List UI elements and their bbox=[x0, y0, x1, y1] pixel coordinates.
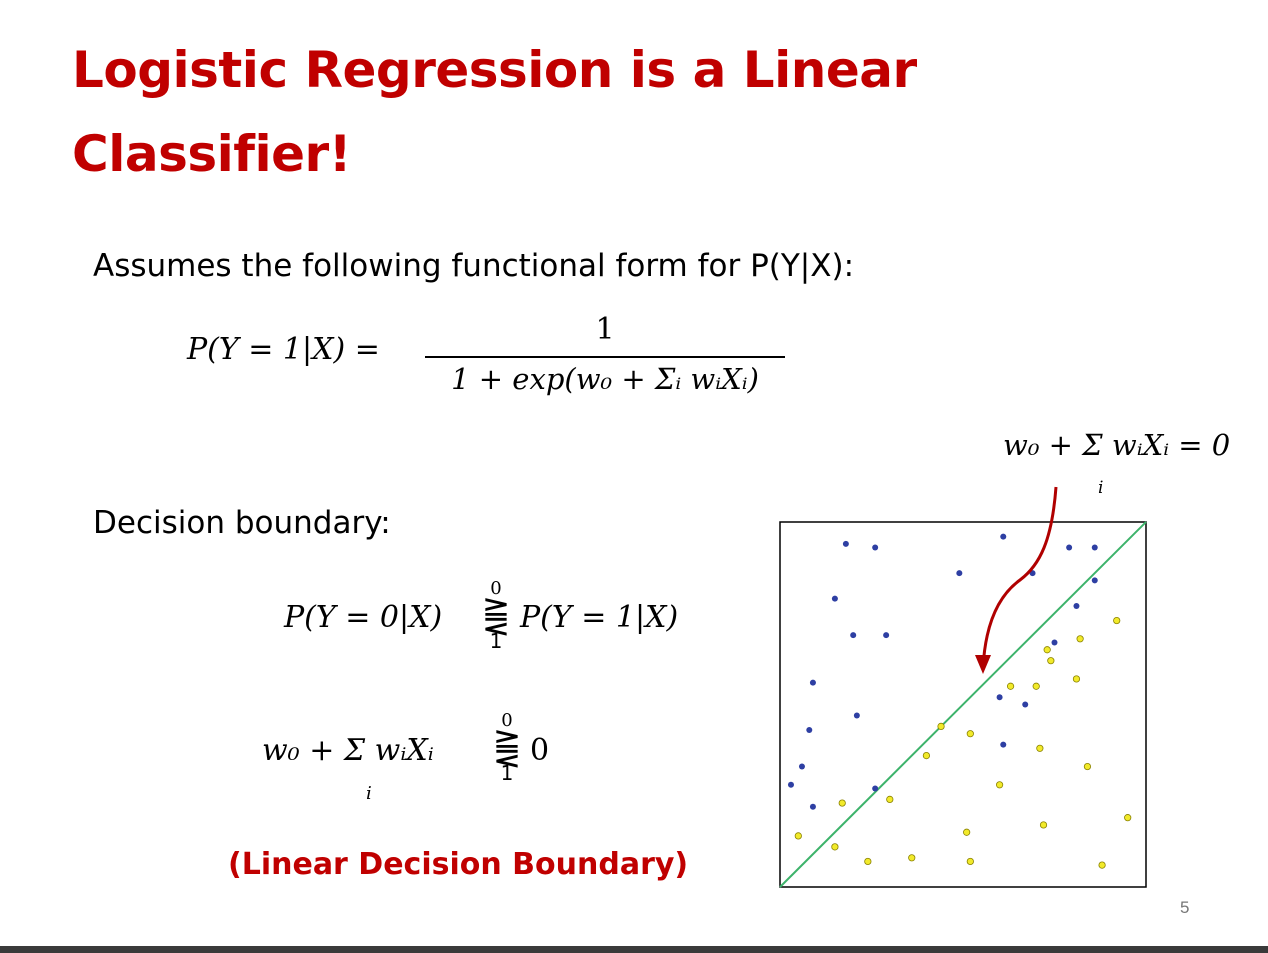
ineq2-rhs: 0 bbox=[530, 733, 550, 768]
blue-point bbox=[872, 785, 879, 792]
ineq2-symbol: ⪌ bbox=[492, 726, 522, 766]
blue-point bbox=[1022, 701, 1029, 708]
yellow-point bbox=[966, 857, 974, 866]
formula-lhs: P(Y = 1|X) = bbox=[187, 332, 380, 367]
slide-title-line2: Classifier! bbox=[72, 125, 352, 183]
blue-point bbox=[831, 595, 838, 602]
page-number: 5 bbox=[1180, 898, 1190, 917]
yellow-point bbox=[1113, 616, 1121, 625]
blue-point bbox=[1066, 544, 1073, 551]
boundary-equation: w₀ + Σ wᵢXᵢ = 0 bbox=[1003, 428, 1231, 462]
formula-denominator: 1 + exp(w₀ + Σᵢ wᵢXᵢ) bbox=[451, 362, 759, 396]
yellow-point bbox=[966, 730, 974, 738]
yellow-point bbox=[1047, 657, 1055, 665]
blue-point bbox=[806, 727, 813, 734]
ineq1-rhs: P(Y = 1|X) bbox=[520, 600, 679, 635]
blue-point bbox=[1091, 544, 1098, 551]
blue-point bbox=[956, 570, 963, 577]
decision-boundary-line bbox=[779, 521, 1147, 888]
arrow-head-icon bbox=[975, 655, 991, 674]
yellow-point bbox=[908, 854, 916, 862]
boundary-equation-index: i bbox=[1098, 478, 1104, 498]
decision-boundary-label: Decision boundary: bbox=[93, 505, 391, 541]
ineq2-lhs: w₀ + Σ wᵢXᵢ bbox=[262, 733, 434, 768]
ineq1-bottom: 1 bbox=[489, 629, 503, 653]
yellow-point bbox=[886, 795, 894, 804]
formula-numerator: 1 bbox=[595, 312, 615, 347]
yellow-point bbox=[1039, 821, 1048, 829]
yellow-point bbox=[1032, 682, 1040, 690]
ineq2-bottom: 1 bbox=[500, 761, 514, 785]
blue-point bbox=[842, 540, 849, 547]
arrow-curve bbox=[981, 486, 1058, 669]
blue-point bbox=[1000, 533, 1007, 540]
blue-point bbox=[872, 544, 879, 551]
yellow-point bbox=[831, 843, 839, 851]
ineq2-sum-index: i bbox=[366, 783, 372, 804]
ineq2-top: 0 bbox=[501, 710, 513, 731]
yellow-point bbox=[922, 751, 931, 760]
yellow-point bbox=[1098, 861, 1106, 869]
ineq1-top: 0 bbox=[490, 578, 502, 599]
blue-point bbox=[809, 679, 816, 686]
blue-point bbox=[996, 694, 1003, 701]
yellow-point bbox=[1072, 675, 1081, 683]
blue-point bbox=[787, 781, 794, 788]
yellow-point bbox=[1036, 744, 1044, 752]
bottom-bar bbox=[0, 946, 1268, 953]
blue-point bbox=[1091, 577, 1098, 584]
fraction-bar bbox=[425, 356, 785, 358]
blue-point bbox=[798, 763, 805, 770]
yellow-point bbox=[937, 722, 945, 731]
yellow-point bbox=[1124, 814, 1132, 822]
yellow-point bbox=[1076, 635, 1084, 643]
ineq1-symbol: ⪌ bbox=[481, 594, 511, 634]
ineq1-lhs: P(Y = 0|X) bbox=[284, 600, 443, 635]
yellow-point bbox=[838, 799, 846, 807]
yellow-point bbox=[1006, 682, 1015, 690]
blue-point bbox=[809, 803, 816, 810]
yellow-point bbox=[963, 828, 971, 836]
blue-point bbox=[1073, 602, 1080, 609]
yellow-point bbox=[1043, 646, 1051, 654]
blue-point bbox=[1000, 741, 1007, 748]
slide-title: Logistic Regression is a Linear Classifi… bbox=[72, 28, 1072, 196]
yellow-point bbox=[995, 781, 1004, 789]
linear-boundary-note: (Linear Decision Boundary) bbox=[228, 847, 689, 882]
blue-point bbox=[853, 712, 860, 719]
yellow-point bbox=[1083, 762, 1092, 771]
yellow-point bbox=[794, 832, 802, 840]
assumes-text: Assumes the following functional form fo… bbox=[93, 248, 855, 284]
yellow-point bbox=[864, 857, 872, 866]
ineq1-comparator: 0 ⪌ 1 bbox=[481, 578, 511, 653]
blue-point bbox=[883, 632, 890, 639]
slide-title-line1: Logistic Regression is a Linear bbox=[72, 41, 917, 99]
ineq2-comparator: 0 ⪌ 1 bbox=[492, 710, 522, 785]
blue-point bbox=[850, 632, 857, 639]
blue-point bbox=[1051, 639, 1058, 646]
